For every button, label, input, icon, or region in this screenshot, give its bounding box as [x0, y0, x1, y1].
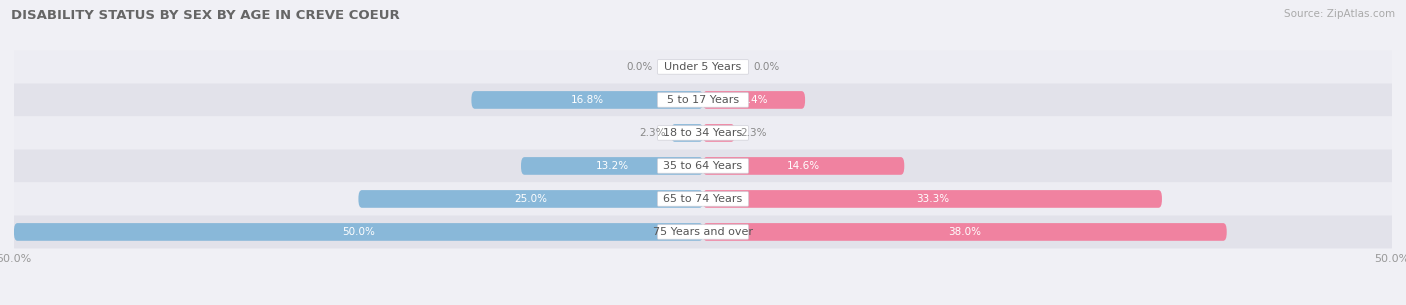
- FancyBboxPatch shape: [14, 182, 1392, 215]
- FancyBboxPatch shape: [471, 91, 703, 109]
- FancyBboxPatch shape: [359, 190, 703, 208]
- Text: 50.0%: 50.0%: [342, 227, 375, 237]
- Text: 0.0%: 0.0%: [627, 62, 652, 72]
- Text: 2.3%: 2.3%: [640, 128, 666, 138]
- FancyBboxPatch shape: [703, 157, 904, 175]
- FancyBboxPatch shape: [658, 159, 748, 173]
- FancyBboxPatch shape: [671, 124, 703, 142]
- Text: 0.0%: 0.0%: [754, 62, 779, 72]
- Text: 2.3%: 2.3%: [740, 128, 766, 138]
- Text: 7.4%: 7.4%: [741, 95, 768, 105]
- FancyBboxPatch shape: [14, 84, 1392, 117]
- FancyBboxPatch shape: [14, 223, 703, 241]
- FancyBboxPatch shape: [658, 225, 748, 239]
- FancyBboxPatch shape: [658, 126, 748, 140]
- Text: 75 Years and over: 75 Years and over: [652, 227, 754, 237]
- Text: Source: ZipAtlas.com: Source: ZipAtlas.com: [1284, 9, 1395, 19]
- Text: 13.2%: 13.2%: [596, 161, 628, 171]
- Text: 18 to 34 Years: 18 to 34 Years: [664, 128, 742, 138]
- FancyBboxPatch shape: [14, 149, 1392, 182]
- FancyBboxPatch shape: [703, 190, 1161, 208]
- Text: DISABILITY STATUS BY SEX BY AGE IN CREVE COEUR: DISABILITY STATUS BY SEX BY AGE IN CREVE…: [11, 9, 399, 22]
- FancyBboxPatch shape: [658, 192, 748, 206]
- Text: Under 5 Years: Under 5 Years: [665, 62, 741, 72]
- Text: 38.0%: 38.0%: [948, 227, 981, 237]
- FancyBboxPatch shape: [522, 157, 703, 175]
- Text: 25.0%: 25.0%: [515, 194, 547, 204]
- FancyBboxPatch shape: [703, 91, 806, 109]
- FancyBboxPatch shape: [658, 93, 748, 107]
- Text: 5 to 17 Years: 5 to 17 Years: [666, 95, 740, 105]
- FancyBboxPatch shape: [703, 124, 735, 142]
- FancyBboxPatch shape: [14, 215, 1392, 249]
- Text: 14.6%: 14.6%: [787, 161, 820, 171]
- Text: 33.3%: 33.3%: [915, 194, 949, 204]
- FancyBboxPatch shape: [14, 50, 1392, 84]
- Text: 16.8%: 16.8%: [571, 95, 603, 105]
- FancyBboxPatch shape: [658, 60, 748, 74]
- FancyBboxPatch shape: [14, 117, 1392, 149]
- Text: 35 to 64 Years: 35 to 64 Years: [664, 161, 742, 171]
- Text: 65 to 74 Years: 65 to 74 Years: [664, 194, 742, 204]
- FancyBboxPatch shape: [703, 223, 1226, 241]
